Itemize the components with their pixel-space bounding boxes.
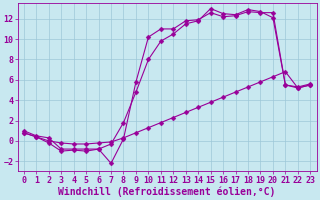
X-axis label: Windchill (Refroidissement éolien,°C): Windchill (Refroidissement éolien,°C) [58,186,276,197]
